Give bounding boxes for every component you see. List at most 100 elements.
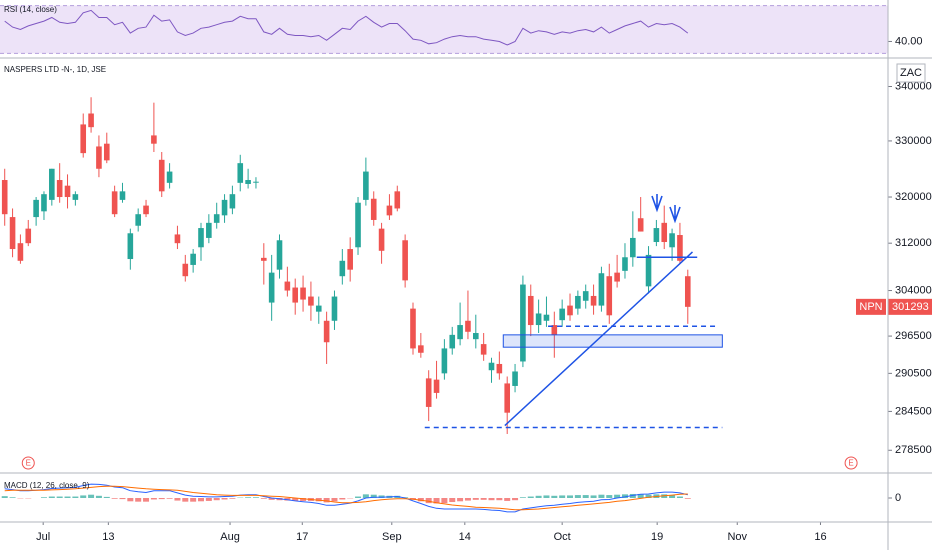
macd-histogram-bar [590,495,597,498]
macd-histogram-bar [519,497,526,498]
candle-body [182,263,189,277]
macd-histogram-bar [582,495,589,498]
candle-body [49,168,55,200]
event-marker [21,456,35,470]
candle-body [575,295,581,309]
arrow-annotation [669,205,681,224]
macd-histogram-bar [606,495,613,498]
candle-body [119,191,126,200]
y-tick-label: 278500 [895,444,932,456]
candle-body [88,113,94,128]
candle-body [339,260,346,277]
candle-body [630,237,636,258]
macd-histogram-bar [292,498,299,501]
currency-box [896,63,926,83]
y-tick-label: 290500 [895,367,932,379]
candle-body [472,333,479,340]
candle-body [25,228,32,244]
macd-histogram-bar [135,498,142,502]
candle-body [410,308,416,349]
candle-body [135,214,141,226]
candle-body [9,217,16,250]
macd-histogram-bar [355,496,362,498]
macd-histogram-bar [221,498,228,500]
candle-body [355,202,361,248]
candle-body [582,291,589,301]
macd-histogram-bar [417,498,424,502]
x-tick-label: Jul [36,531,50,543]
macd-histogram-bar [143,498,150,502]
macd-histogram-bar [1,496,8,498]
macd-histogram-bar [567,495,574,498]
candle-body [198,228,204,248]
candle-body [418,345,424,353]
candle-body [363,171,369,200]
y-tick-label: 340000 [895,80,932,92]
candle-body [677,235,683,261]
y-tick-label: 304000 [895,284,932,296]
macd-histogram-bar [300,498,307,501]
macd-histogram-bar [339,498,346,500]
macd-title: MACD (12, 26, close, 9) [4,481,90,490]
macd-histogram-bar [174,498,181,501]
x-tick-label: Sep [382,531,402,543]
trend-line [504,251,694,427]
macd-histogram-bar [252,497,259,498]
candle-body [253,181,259,183]
arrow-annotation [651,194,663,213]
macd-histogram-bar [559,495,566,498]
candle-body [261,257,267,261]
macd-histogram-bar [80,495,87,498]
macd-histogram-bar [425,498,432,504]
macd-histogram-bar [629,493,636,498]
macd-histogram-bar [229,498,236,499]
candle-body [56,180,63,198]
y-tick-label: 296500 [895,330,932,342]
x-tick-label: 13 [102,531,114,543]
candle-body [190,253,196,265]
last-price-label: 301293 [892,301,929,313]
macd-histogram-bar [527,496,534,498]
candle-body [520,284,526,362]
macd-histogram-bar [103,496,110,498]
y-tick-label: 312000 [895,237,932,249]
macd-histogram-bar [48,496,55,498]
candle-body [551,325,558,335]
candle-body [614,272,620,282]
macd-histogram-bar [472,498,479,500]
rsi-title: RSI (14, close) [4,5,57,14]
rsi-line [4,9,689,46]
candle-body [496,363,503,374]
macd-histogram-bar [645,494,652,498]
macd-histogram-bar [488,498,495,501]
candle-body [480,344,487,355]
macd-histogram-bar [551,495,558,498]
candle-body [17,243,24,261]
candle-body [590,295,597,306]
candle-body [598,273,605,306]
macd-histogram-bar [64,496,71,498]
candle-body [661,222,668,243]
candle-body [370,198,377,220]
y-tick-label: 40.00 [895,35,923,47]
y-tick-label: 0 [895,492,901,504]
macd-histogram-bar [684,498,691,499]
candle-body [606,276,613,316]
candle-body [229,194,236,209]
macd-histogram-bar [111,498,118,499]
candle-body [111,191,118,215]
rsi-band [0,5,888,54]
x-tick-label: Nov [727,531,747,543]
macd-histogram-bar [166,498,173,499]
macd-histogram-bar [213,498,220,501]
macd-histogram-bar [150,498,157,500]
candle-body [1,180,8,215]
macd-histogram-bar [574,495,581,498]
candle-body [394,191,401,209]
candle-body [300,287,306,300]
macd-histogram-bar [378,495,385,498]
macd-histogram-bar [464,498,471,501]
candle-body [669,233,675,248]
x-tick-label: 19 [651,531,663,543]
